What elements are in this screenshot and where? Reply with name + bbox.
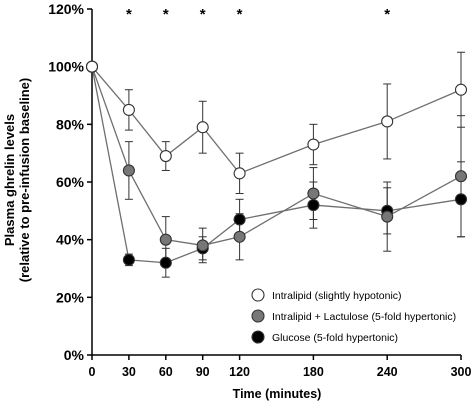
data-point xyxy=(85,60,99,73)
data-point xyxy=(122,103,135,116)
data-point xyxy=(122,164,135,177)
y-axis-title: Plasma ghrelin levels (relative to pre-i… xyxy=(2,78,32,282)
data-point xyxy=(381,210,394,223)
data-point xyxy=(159,256,172,269)
significance-star: * xyxy=(384,6,390,23)
y-tick-label: 120% xyxy=(48,1,84,17)
data-point xyxy=(159,233,172,246)
legend-marker xyxy=(251,309,265,323)
data-point xyxy=(159,150,172,163)
data-point xyxy=(454,170,468,183)
series-line xyxy=(91,66,462,247)
x-tick-label: 0 xyxy=(89,365,96,379)
y-axis-label: Plasma ghrelin levels xyxy=(2,114,17,246)
data-point xyxy=(233,213,246,226)
data-point xyxy=(307,199,320,212)
data-point xyxy=(307,187,320,200)
x-tick-label: 30 xyxy=(122,365,136,379)
series-line xyxy=(91,66,462,264)
legend-label: Intralipid (slightly hypotonic) xyxy=(272,290,402,302)
series-line xyxy=(91,66,462,175)
x-tick-label: 60 xyxy=(159,365,173,379)
legend: Intralipid (slightly hypotonic) Intralipi… xyxy=(251,288,456,344)
legend-marker xyxy=(251,330,265,344)
x-tick-label: 90 xyxy=(196,365,210,379)
tick-labels: 0% 20% 40% 60% 80% 100% 120% 0 30 60 90 120 180 240 30… xyxy=(48,1,471,379)
y-axis-sublabel: (relative to pre-infusion baseline) xyxy=(17,78,32,282)
data-point xyxy=(122,253,135,266)
legend-marker xyxy=(251,288,265,302)
x-axis-label: Time (minutes) xyxy=(233,387,322,401)
y-tick-label: 60% xyxy=(56,174,85,190)
x-tick-label: 120 xyxy=(229,365,250,379)
legend-label: Intralipid + Lactulose (5-fold hypertoni… xyxy=(272,311,456,323)
plot-area xyxy=(85,51,468,278)
axes xyxy=(87,8,462,360)
x-tick-label: 240 xyxy=(377,365,398,379)
x-tick-label: 180 xyxy=(303,365,324,379)
data-point xyxy=(454,83,468,96)
y-tick-label: 80% xyxy=(56,116,85,132)
data-point xyxy=(307,138,320,151)
data-point xyxy=(196,121,209,134)
y-tick-label: 0% xyxy=(64,347,85,363)
significance-star: * xyxy=(237,6,243,23)
y-tick-label: 100% xyxy=(48,59,84,75)
data-point xyxy=(381,115,394,128)
x-tick-label: 300 xyxy=(451,365,472,379)
significance-markers: * * * * * xyxy=(126,6,390,23)
significance-star: * xyxy=(163,6,169,23)
significance-star: * xyxy=(126,6,132,23)
data-point xyxy=(233,167,246,180)
legend-label: Glucose (5-fold hypertonic) xyxy=(272,332,398,344)
data-point xyxy=(233,230,246,243)
significance-star: * xyxy=(200,6,206,23)
data-point xyxy=(454,193,468,206)
y-tick-label: 20% xyxy=(56,289,85,305)
y-tick-label: 40% xyxy=(56,232,85,248)
data-point xyxy=(196,239,209,252)
